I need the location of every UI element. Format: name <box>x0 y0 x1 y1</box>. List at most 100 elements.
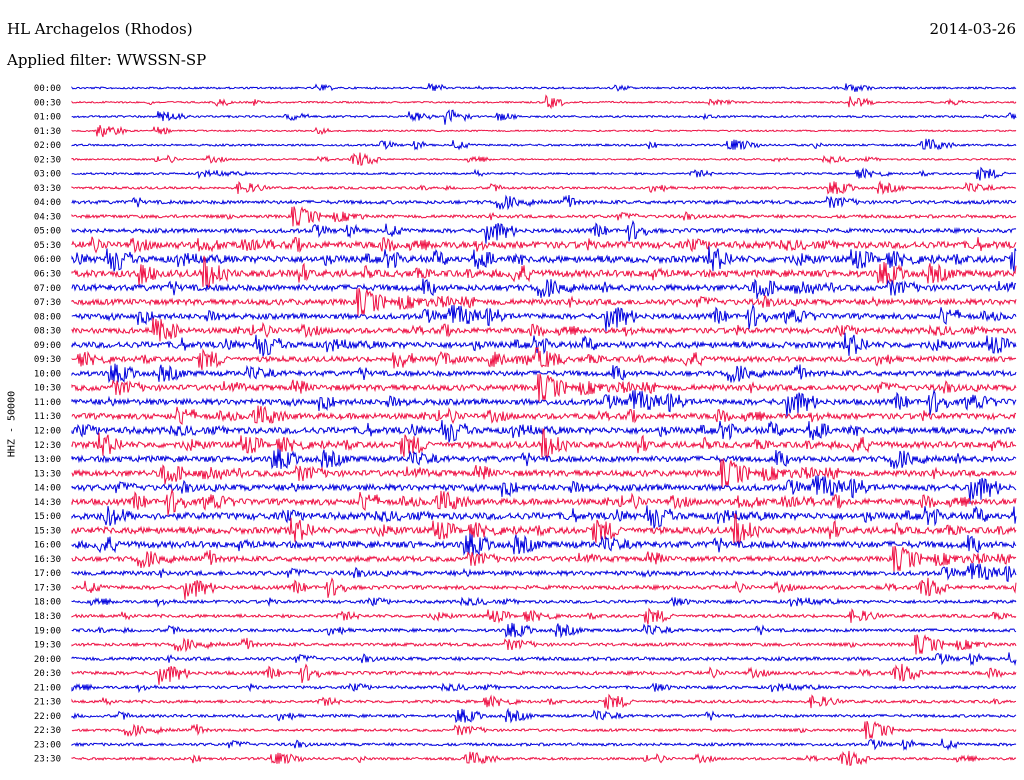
seismic-trace <box>71 448 1017 470</box>
row-time-label: 22:00 <box>34 712 61 722</box>
seismic-trace <box>71 693 1017 710</box>
row-time-label: 12:30 <box>34 441 61 451</box>
seismic-trace <box>71 246 1017 273</box>
row-time-label: 10:00 <box>34 369 61 379</box>
seismic-trace <box>71 180 1017 196</box>
seismic-trace <box>71 109 1017 125</box>
seismic-trace <box>71 363 1017 384</box>
row-time-label: 04:00 <box>34 198 61 208</box>
row-time-label: 21:00 <box>34 683 61 693</box>
seismic-trace <box>71 596 1017 608</box>
row-time-label: 17:30 <box>34 583 61 593</box>
seismic-trace <box>71 607 1017 625</box>
seismic-trace <box>71 634 1017 655</box>
seismic-trace <box>71 488 1017 516</box>
seismic-trace <box>71 707 1017 724</box>
seismic-trace <box>71 563 1017 583</box>
seismic-trace <box>71 255 1017 288</box>
seismic-trace <box>71 428 1017 458</box>
seismic-trace <box>71 750 1017 766</box>
row-time-label: 07:00 <box>34 284 61 294</box>
seismic-trace <box>71 124 1017 138</box>
seismic-trace <box>71 332 1017 357</box>
seismic-trace <box>71 287 1017 317</box>
row-time-label: 19:30 <box>34 641 61 651</box>
seismic-trace <box>71 545 1017 572</box>
seismic-trace <box>71 420 1017 443</box>
row-time-label: 18:30 <box>34 612 61 622</box>
row-time-label: 01:00 <box>34 113 61 123</box>
row-time-label: 00:30 <box>34 98 61 108</box>
row-time-label: 13:30 <box>34 469 61 479</box>
seismic-trace <box>71 194 1017 211</box>
row-time-label: 20:30 <box>34 669 61 679</box>
seismic-trace <box>71 388 1017 418</box>
row-time-label: 00:00 <box>34 84 61 94</box>
row-time-label: 06:00 <box>34 255 61 265</box>
row-time-label: 03:00 <box>34 170 61 180</box>
seismic-trace <box>71 346 1017 370</box>
seismic-trace <box>71 166 1017 181</box>
row-time-label: 12:00 <box>34 426 61 436</box>
seismic-trace <box>71 317 1017 342</box>
row-time-label: 09:30 <box>34 355 61 365</box>
row-time-label: 02:30 <box>34 155 61 165</box>
seismic-trace <box>71 152 1016 166</box>
filter-label: Applied filter: WWSSN-SP <box>7 51 207 69</box>
row-time-label: 01:30 <box>34 127 61 137</box>
row-time-label: 05:00 <box>34 227 61 237</box>
row-time-label: 15:00 <box>34 512 61 522</box>
row-time-label: 08:00 <box>34 312 61 322</box>
row-time-label: 14:30 <box>34 498 61 508</box>
seismic-trace <box>71 458 1017 488</box>
row-time-label: 08:30 <box>34 327 61 337</box>
seismic-trace <box>71 236 1017 254</box>
seismic-trace <box>71 206 1017 227</box>
row-time-label: 19:00 <box>34 626 61 636</box>
seismic-trace <box>71 219 1017 244</box>
seismic-trace <box>71 533 1017 556</box>
row-time-label: 07:30 <box>34 298 61 308</box>
seismic-trace <box>71 513 1017 544</box>
row-time-label: 11:00 <box>34 398 61 408</box>
row-time-label: 23:00 <box>34 740 61 750</box>
row-time-label: 22:30 <box>34 726 61 736</box>
row-time-label: 23:30 <box>34 755 61 765</box>
row-time-label: 03:30 <box>34 184 61 194</box>
seismic-trace <box>71 303 1017 332</box>
row-time-label: 02:00 <box>34 141 61 151</box>
row-time-label: 15:30 <box>34 526 61 536</box>
seismic-trace <box>71 652 1017 667</box>
row-time-label: 09:00 <box>34 341 61 351</box>
station-title: HL Archagelos (Rhodos) <box>7 20 193 38</box>
row-time-label: 10:30 <box>34 384 61 394</box>
row-time-label: 05:30 <box>34 241 61 251</box>
seismic-trace <box>71 505 1017 529</box>
seismic-trace <box>71 738 1017 751</box>
row-time-label: 14:00 <box>34 484 61 494</box>
seismic-trace <box>71 94 1017 110</box>
seismic-trace <box>71 682 1017 694</box>
date-label: 2014-03-26 <box>929 20 1016 38</box>
row-time-label: 11:30 <box>34 412 61 422</box>
row-time-label: 16:30 <box>34 555 61 565</box>
row-time-label: 06:30 <box>34 270 61 280</box>
seismic-trace <box>71 278 1017 299</box>
row-time-label: 21:30 <box>34 698 61 708</box>
seismic-trace <box>71 373 1017 402</box>
seismic-trace <box>71 475 1017 504</box>
seismic-trace <box>71 405 1017 426</box>
seismic-trace <box>71 720 1017 740</box>
seismic-trace <box>71 622 1017 639</box>
row-time-label: 16:00 <box>34 541 61 551</box>
row-time-label: 18:00 <box>34 598 61 608</box>
seismic-trace <box>71 83 1017 92</box>
seismic-trace <box>71 138 1017 151</box>
row-time-label: 13:00 <box>34 455 61 465</box>
row-time-label: 04:30 <box>34 212 61 222</box>
seismic-trace <box>71 663 1017 685</box>
seismic-trace <box>71 577 1017 600</box>
row-time-label: 20:00 <box>34 655 61 665</box>
row-time-label: 17:00 <box>34 569 61 579</box>
